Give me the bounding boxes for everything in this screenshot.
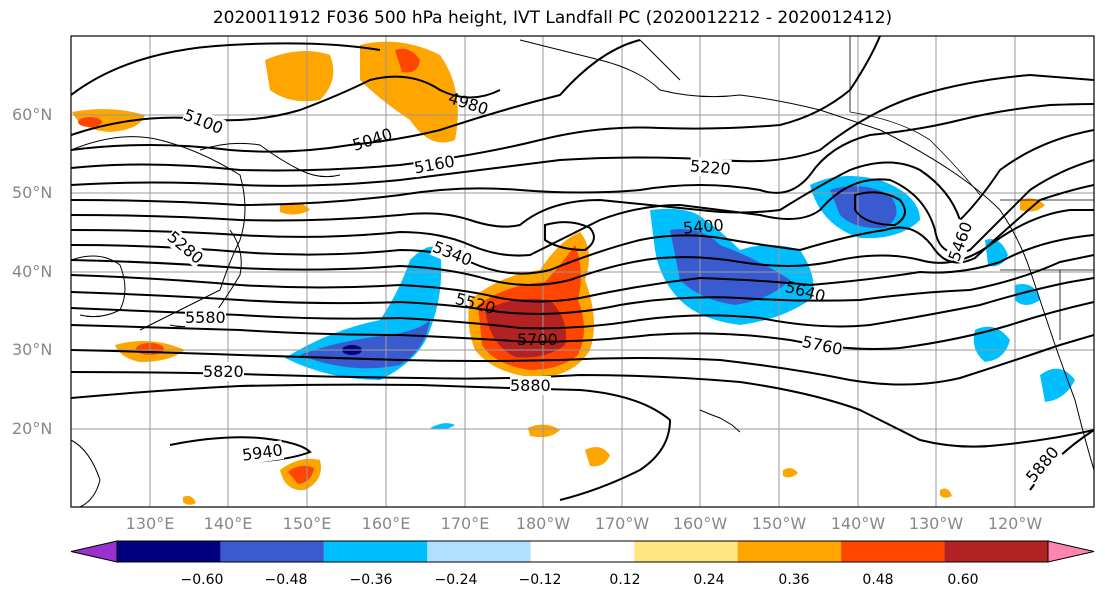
colorbar-tick-label: −0.48 xyxy=(264,572,308,588)
colorbar-tick-label: 0.48 xyxy=(862,572,894,588)
colorbar-segment xyxy=(634,541,738,562)
lat-label: 20°N xyxy=(12,419,53,438)
lon-label: 170°W xyxy=(594,514,650,533)
lon-label: 180°W xyxy=(515,514,571,533)
colorbar-segment xyxy=(220,541,324,562)
contour-label: 5220 xyxy=(689,156,732,179)
colorbar-segment xyxy=(841,541,945,562)
political-boundaries xyxy=(849,36,1094,340)
colorbar-segment xyxy=(323,541,428,562)
lon-label: 150°E xyxy=(282,514,332,533)
contour-label: 5580 xyxy=(185,308,226,327)
lon-label: 170°E xyxy=(440,514,490,533)
lon-label: 140°E xyxy=(203,514,253,533)
contour-label: 5400 xyxy=(682,215,725,238)
lat-label: 50°N xyxy=(12,183,53,202)
colorbar-tick-label: 0.12 xyxy=(609,572,641,588)
colorbar-tick-label: 0.36 xyxy=(778,572,810,588)
colorbar-extend-min xyxy=(70,540,118,563)
colorbar-tick-label: 0.24 xyxy=(693,572,725,588)
colorbar-tick-label: −0.24 xyxy=(434,572,478,588)
lat-label: 60°N xyxy=(12,105,53,124)
contour-label: 5880 xyxy=(510,376,551,395)
lon-label: 130°E xyxy=(125,514,175,533)
lon-label: 120°W xyxy=(987,514,1043,533)
lat-label: 30°N xyxy=(12,340,53,359)
colorbar-segment xyxy=(944,541,1048,562)
lon-label: 130°W xyxy=(908,514,964,533)
lon-label: 160°W xyxy=(672,514,728,533)
lon-label: 150°W xyxy=(751,514,807,533)
colorbar-tick-label: 0.60 xyxy=(947,572,979,588)
colorbar-tick-label: −0.12 xyxy=(518,572,562,588)
colorbar xyxy=(70,540,1095,563)
lon-label: 160°E xyxy=(361,514,411,533)
height-contours xyxy=(71,36,1094,501)
lat-label: 40°N xyxy=(12,262,53,281)
colorbar-frame xyxy=(116,540,1049,563)
contour-label: 5820 xyxy=(203,362,244,381)
colorbar-segment xyxy=(117,541,221,562)
map-title: 2020011912 F036 500 hPa height, IVT Land… xyxy=(212,8,893,28)
contour-label: 5700 xyxy=(517,330,558,349)
colorbar-segment xyxy=(737,541,842,562)
colorbar-tick-label: −0.60 xyxy=(180,572,224,588)
colorbar-segment xyxy=(427,541,531,562)
colorbar-tick-label: −0.36 xyxy=(349,572,393,588)
lon-label: 140°W xyxy=(830,514,886,533)
colorbar-segment xyxy=(530,541,635,562)
colorbar-extend-max xyxy=(1047,540,1095,563)
